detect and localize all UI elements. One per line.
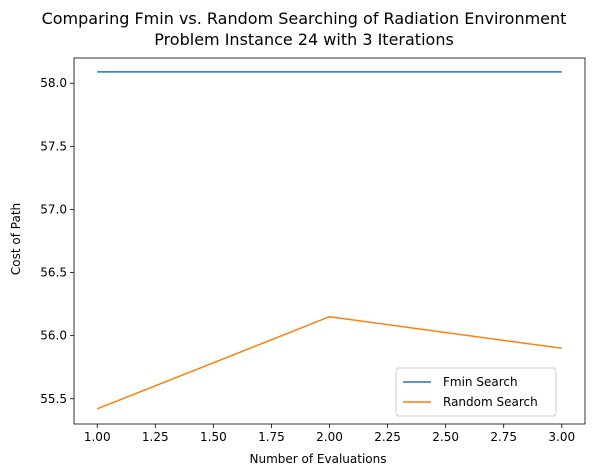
series-line-1 bbox=[96, 315, 562, 410]
y-tick-label-1: 56.0 bbox=[40, 329, 67, 343]
y-tick-label-4: 57.5 bbox=[40, 139, 67, 153]
legend-label-random: Random Search bbox=[443, 395, 538, 409]
y-tick-label-3: 57.0 bbox=[40, 202, 67, 216]
y-tick-label-0: 55.5 bbox=[40, 392, 67, 406]
x-tick-label-0: 1.00 bbox=[84, 430, 111, 444]
x-tick-label-6: 2.50 bbox=[432, 430, 459, 444]
x-tick-label-1: 1.25 bbox=[142, 430, 169, 444]
y-tick-label-5: 58.0 bbox=[40, 76, 67, 90]
plot-area: 1.00 1.25 1.50 1.75 2.00 2.25 2.50 2.75 3.00 55.5… bbox=[40, 57, 586, 444]
x-axis-label: Number of Evaluations bbox=[250, 452, 387, 466]
chart-title-line2: Problem Instance 24 with 3 Iterations bbox=[154, 30, 454, 49]
x-tick-label-8: 3.00 bbox=[548, 430, 575, 444]
legend-label-fmin: Fmin Search bbox=[443, 375, 518, 389]
y-axis-label: Cost of Path bbox=[9, 203, 23, 275]
x-tick-label-5: 2.25 bbox=[374, 430, 401, 444]
x-tick-label-4: 2.00 bbox=[316, 430, 343, 444]
y-tick-label-2: 56.5 bbox=[40, 266, 67, 280]
chart-title-line1: Comparing Fmin vs. Random Searching of R… bbox=[42, 9, 567, 28]
x-tick-label-7: 2.75 bbox=[490, 430, 517, 444]
legend-box bbox=[395, 367, 557, 417]
legend: Fmin Search Random Search bbox=[395, 367, 557, 417]
x-tick-label-2: 1.50 bbox=[200, 430, 227, 444]
x-tick-label-3: 1.75 bbox=[258, 430, 285, 444]
